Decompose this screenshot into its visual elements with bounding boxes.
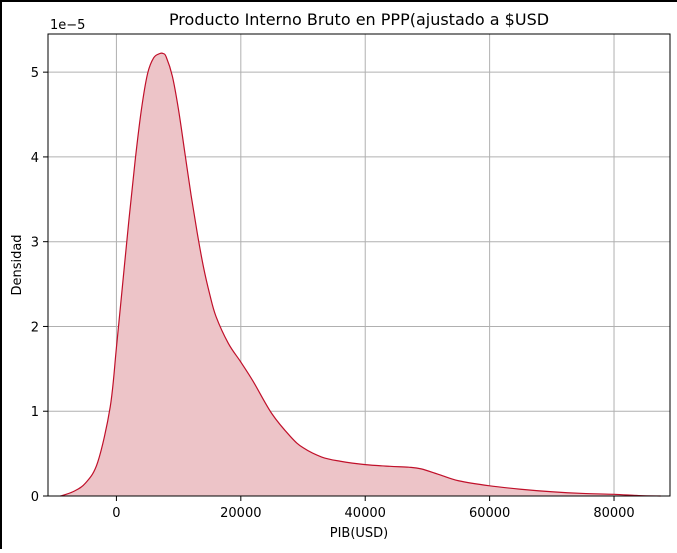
- x-tick-label: 40000: [345, 506, 386, 521]
- density-area-layer: [60, 52, 661, 497]
- chart-title: Producto Interno Bruto en PPP(ajustado a…: [169, 10, 549, 29]
- axis-ticks: 0 20000 40000 60000 80000 0 1 2 3 4 5: [31, 66, 635, 521]
- x-axis-label: PIB(USD): [330, 526, 389, 541]
- x-tick-label: 0: [112, 506, 120, 521]
- y-tick-label: 1: [31, 405, 39, 420]
- y-axis-label: Densidad: [10, 234, 25, 295]
- y-tick-label: 4: [31, 151, 39, 166]
- y-axis-offset-label: 1e−5: [50, 18, 85, 33]
- density-fill: [60, 53, 661, 496]
- y-tick-label: 3: [31, 236, 39, 251]
- x-tick-label: 80000: [593, 506, 634, 521]
- x-tick-label: 60000: [469, 506, 510, 521]
- x-tick-label: 20000: [220, 506, 261, 521]
- density-line: [60, 52, 661, 497]
- y-tick-label: 5: [31, 66, 39, 81]
- y-tick-label: 0: [31, 490, 39, 505]
- plot-frame: [47, 33, 671, 497]
- y-tick-label: 2: [31, 320, 39, 335]
